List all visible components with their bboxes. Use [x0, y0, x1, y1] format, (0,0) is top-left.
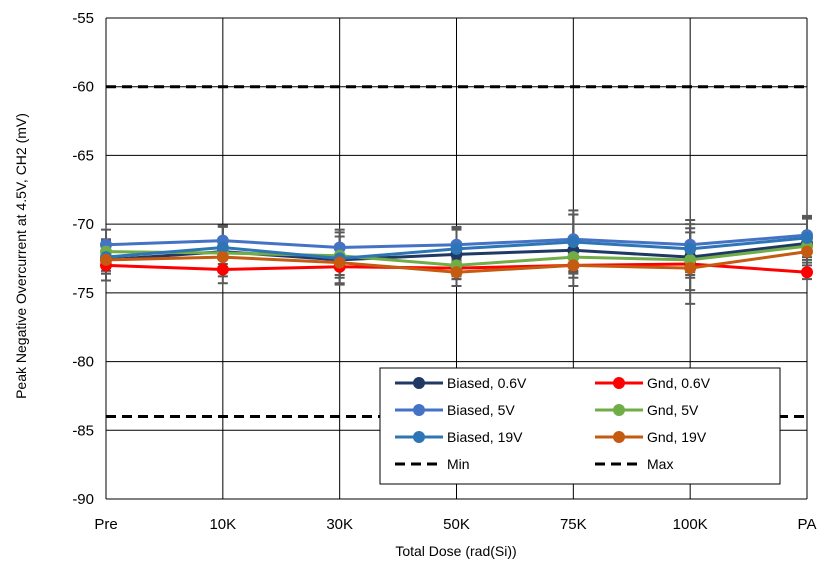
legend-marker — [413, 404, 425, 416]
x-tick-label: 50K — [443, 516, 470, 533]
data-point — [801, 245, 813, 258]
y-tick-label: -65 — [72, 147, 94, 164]
legend-marker — [613, 377, 625, 389]
y-tick-label: -85 — [72, 422, 94, 439]
legend-label: Gnd, 0.6V — [647, 375, 711, 391]
legend-marker — [413, 377, 425, 389]
series-lines — [100, 229, 813, 279]
data-point — [100, 253, 112, 266]
data-point — [216, 251, 229, 264]
legend-marker — [613, 404, 625, 416]
data-point — [450, 266, 463, 279]
data-point — [567, 236, 580, 249]
data-point — [801, 266, 813, 279]
x-tick-label: PA — [798, 516, 817, 533]
legend-label: Gnd, 19V — [647, 429, 707, 445]
legend-label: Biased, 19V — [447, 429, 523, 445]
data-point — [333, 241, 346, 254]
data-point — [216, 263, 229, 276]
x-tick-label: 10K — [209, 516, 236, 533]
data-point — [567, 251, 580, 264]
legend: Biased, 0.6V Gnd, 0.6V Biased, 5V Gnd, 5V Bi… — [379, 367, 781, 485]
y-axis-title: Peak Negative Overcurrent at 4.5V, CH2 (… — [13, 113, 29, 399]
legend-label: Biased, 0.6V — [447, 375, 527, 391]
y-tick-label: -55 — [72, 10, 94, 27]
data-point — [333, 256, 346, 269]
data-point — [684, 253, 697, 266]
y-tick-label: -80 — [72, 354, 94, 371]
data-point — [567, 259, 580, 272]
legend-label: Biased, 5V — [447, 402, 515, 418]
y-tick-label: -75 — [72, 285, 94, 302]
data-point — [684, 242, 697, 255]
data-point — [684, 262, 697, 275]
y-tick-label: -90 — [72, 491, 94, 508]
data-point — [450, 242, 463, 255]
x-tick-label: 30K — [326, 516, 353, 533]
data-point — [801, 231, 813, 244]
legend-marker — [613, 431, 625, 443]
legend-label: Min — [447, 456, 470, 472]
x-tick-label: 75K — [560, 516, 587, 533]
legend-label: Gnd, 5V — [647, 402, 699, 418]
legend-label: Max — [647, 456, 673, 472]
legend-marker — [413, 431, 425, 443]
x-axis-title: Total Dose (rad(Si)) — [395, 543, 516, 559]
legend-box — [379, 367, 781, 485]
data-point — [216, 241, 229, 254]
x-tick-label: Pre — [94, 516, 117, 533]
y-tick-label: -60 — [72, 79, 94, 96]
x-tick-label: 100K — [673, 516, 708, 533]
y-tick-label: -70 — [72, 216, 94, 233]
